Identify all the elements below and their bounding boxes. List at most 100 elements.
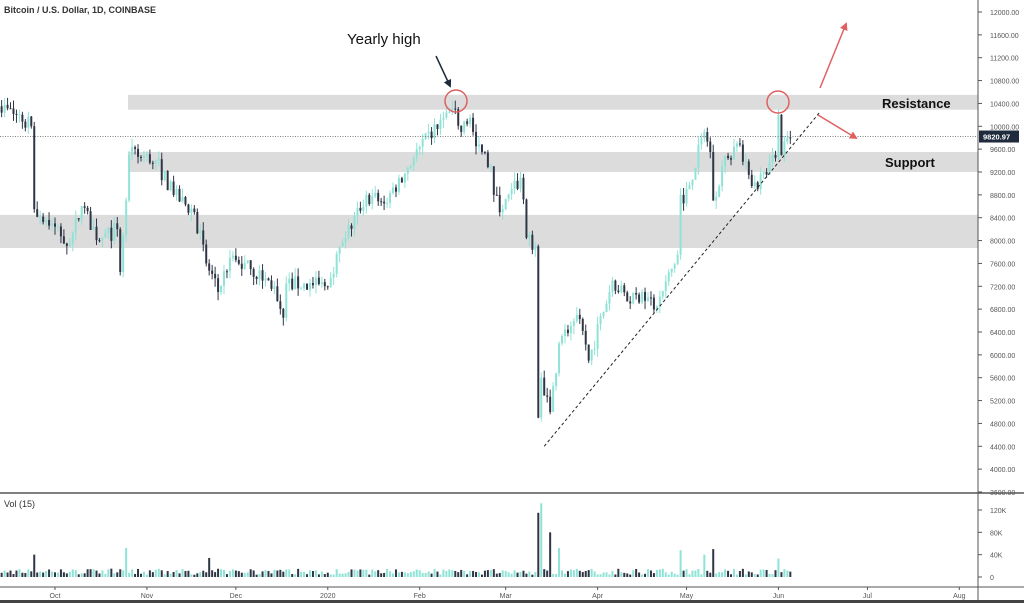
yearly-high-label: Yearly high <box>347 31 421 48</box>
candle <box>584 324 587 351</box>
volume-bar <box>759 569 762 577</box>
candle <box>593 340 596 356</box>
volume-bar <box>498 573 501 577</box>
yearly-high-arrow <box>435 55 452 88</box>
candle <box>433 118 436 144</box>
candle-body <box>353 216 356 229</box>
volume-bar <box>445 570 448 577</box>
volume-bar <box>252 570 255 577</box>
candle-body <box>756 182 759 190</box>
volume-bar <box>525 573 528 577</box>
candle <box>240 256 243 276</box>
y-tick-label: 12000.00 <box>990 10 1019 17</box>
candle <box>335 251 338 278</box>
volume-bar <box>620 572 623 577</box>
candle-body <box>709 141 712 152</box>
candle <box>546 387 549 403</box>
candle <box>590 349 593 366</box>
candle-body <box>658 296 661 307</box>
candle-body <box>593 348 596 350</box>
volume-bar <box>71 569 74 577</box>
candle <box>332 266 335 286</box>
candle <box>15 109 18 123</box>
volume-bar <box>314 570 317 577</box>
volume-bar <box>599 574 602 577</box>
volume-bar <box>231 569 234 577</box>
y-tick-label: 5200.00 <box>990 399 1015 406</box>
candle-body <box>531 234 534 250</box>
volume-bar <box>18 569 21 577</box>
candle <box>460 125 463 137</box>
volume-bar <box>700 574 703 577</box>
volume-bar <box>258 573 261 577</box>
volume-bar <box>756 574 759 577</box>
candle-body <box>430 131 433 139</box>
volume-bar <box>735 574 738 577</box>
candle-body <box>359 207 362 211</box>
candle-body <box>789 137 792 139</box>
candle <box>300 286 303 290</box>
candle <box>303 282 306 292</box>
volume-bar <box>436 571 439 577</box>
volume-bar <box>655 569 658 577</box>
candle-body <box>45 219 48 223</box>
volume-bar <box>202 570 205 577</box>
candle <box>652 294 655 314</box>
candle <box>184 195 187 207</box>
candle <box>151 160 154 170</box>
candle-body <box>596 324 599 349</box>
candle <box>421 134 424 155</box>
volume-bar <box>308 570 311 577</box>
candle-body <box>569 325 572 333</box>
candle-body <box>9 108 12 110</box>
volume-bar <box>409 572 412 577</box>
volume-bar <box>125 547 128 577</box>
candle-body <box>59 226 62 237</box>
candle <box>377 189 380 206</box>
candle-body <box>611 280 614 292</box>
bottom-border <box>0 600 1024 603</box>
candle <box>237 256 240 266</box>
candle <box>285 276 288 322</box>
volume-bar <box>578 570 581 577</box>
candle-body <box>320 282 323 285</box>
candle-body <box>326 286 329 288</box>
candle-body <box>655 306 658 310</box>
volume-bar <box>679 550 682 577</box>
candle-body <box>492 166 495 195</box>
candle <box>54 217 56 235</box>
x-tick-label: Jun <box>773 593 784 600</box>
volume-bar <box>703 554 706 577</box>
volume-bar <box>605 572 608 577</box>
volume-bar <box>712 549 715 577</box>
candle <box>157 151 160 167</box>
candle-body <box>652 297 655 310</box>
volume-bar <box>389 571 392 577</box>
candle <box>187 203 190 216</box>
candle-body <box>703 132 706 139</box>
volume-bar <box>317 574 320 577</box>
candle <box>442 111 445 129</box>
candle <box>166 170 169 191</box>
volume-bar <box>139 573 142 577</box>
candle-body <box>691 179 694 186</box>
candle-body <box>199 230 202 234</box>
volume-bar <box>306 574 309 577</box>
candle-body <box>329 277 332 287</box>
candle-body <box>549 396 552 412</box>
volume-bar <box>175 570 178 577</box>
volume-bar <box>326 572 329 577</box>
candle-body <box>128 154 131 201</box>
candle-body <box>92 226 95 230</box>
candle <box>439 113 442 135</box>
zone-lower <box>0 214 978 248</box>
candle <box>142 150 145 163</box>
candle-body <box>187 204 190 213</box>
candle <box>228 249 231 279</box>
candle-body <box>119 229 122 272</box>
candle <box>42 213 45 225</box>
volume-bar <box>762 569 765 577</box>
volume-bar <box>765 570 768 577</box>
candle-body <box>122 235 125 272</box>
